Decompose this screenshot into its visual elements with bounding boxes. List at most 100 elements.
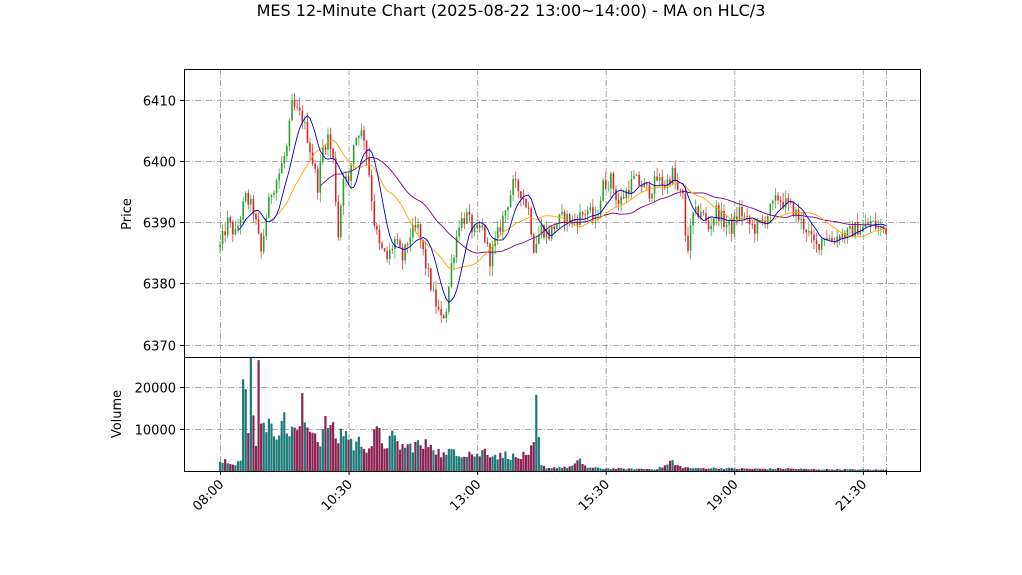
- volume-bar: [272, 436, 276, 471]
- candle-body: [226, 217, 229, 236]
- volume-bar: [478, 456, 481, 471]
- volume-bar: [352, 450, 355, 471]
- candle-body: [617, 199, 620, 205]
- candle-body: [383, 248, 386, 251]
- volume-bar: [689, 468, 692, 471]
- candle-body: [427, 268, 430, 270]
- candle-body: [553, 226, 556, 230]
- volume-bar: [766, 469, 769, 471]
- volume-bar: [882, 469, 885, 471]
- volume-bar: [270, 423, 273, 471]
- price-axis-label: Price: [120, 198, 135, 230]
- volume-bar: [622, 468, 625, 471]
- candle-body: [520, 191, 522, 199]
- volume-bar: [676, 465, 679, 471]
- candle-body: [468, 212, 471, 215]
- chart-title: MES 12-Minute Chart (2025-08-22 13:00~14…: [256, 1, 766, 20]
- candle-body: [712, 218, 715, 226]
- volume-bar: [815, 469, 818, 471]
- candle-body: [311, 152, 314, 164]
- candle-body: [676, 181, 679, 190]
- volume-bar: [504, 451, 507, 471]
- volume-bar: [748, 468, 751, 471]
- candle-body: [882, 226, 885, 229]
- candle-body: [532, 234, 535, 253]
- candle-body: [502, 215, 504, 232]
- volume-bar: [692, 468, 695, 471]
- volume-bar: [812, 469, 816, 471]
- volume-bar: [578, 458, 582, 471]
- volume-bar: [427, 447, 430, 471]
- candle-body: [244, 192, 247, 202]
- candle-body: [545, 229, 548, 238]
- candle-body: [669, 179, 671, 185]
- volume-bar: [337, 443, 340, 471]
- candle-body: [646, 183, 648, 185]
- volume-bar: [445, 454, 448, 471]
- candle-body: [363, 130, 365, 141]
- volume-bar: [224, 459, 227, 471]
- volume-bar: [406, 444, 409, 471]
- volume-bar: [568, 466, 571, 471]
- candle-body: [710, 225, 712, 230]
- candle-body: [275, 180, 278, 193]
- volume-bar: [545, 468, 548, 471]
- candle-body: [797, 209, 800, 221]
- volume-bar: [740, 468, 744, 471]
- candle-body: [738, 206, 741, 220]
- volume-bar: [501, 458, 504, 471]
- candle-body: [484, 225, 486, 243]
- volume-bar: [717, 469, 720, 471]
- candle-body: [736, 216, 738, 220]
- candle-body: [540, 225, 543, 235]
- candle-body: [802, 218, 805, 230]
- volume-bar: [360, 446, 363, 471]
- x-tick-label: 21:30: [833, 477, 870, 514]
- candle-body: [748, 216, 751, 224]
- candle-body: [689, 225, 692, 251]
- candle-body: [568, 213, 571, 224]
- volume-bar: [324, 416, 327, 471]
- volume-bar: [375, 426, 378, 471]
- volume-bar: [234, 465, 237, 471]
- volume-bar: [856, 469, 859, 471]
- volume-bar: [584, 465, 587, 471]
- volume-bar: [645, 468, 648, 471]
- ma-fast-line: [237, 115, 887, 303]
- volume-bar: [535, 394, 538, 471]
- volume-bar: [661, 467, 664, 471]
- candle-body: [471, 214, 473, 233]
- volume-bar: [789, 468, 792, 471]
- candle-body: [867, 223, 869, 225]
- volume-bar: [694, 467, 697, 471]
- candle-body: [368, 157, 370, 176]
- candle-body: [517, 180, 520, 192]
- volume-bar: [290, 426, 294, 471]
- candle-body: [836, 236, 838, 243]
- candle-body: [478, 225, 481, 228]
- volume-bar: [278, 435, 281, 471]
- volume-bar: [771, 468, 774, 471]
- volume-bar: [715, 468, 718, 471]
- candle-body: [422, 239, 424, 250]
- volume-bar: [699, 468, 702, 471]
- price-y-ticks: 6370 6380 6390 6400 6410: [143, 95, 184, 355]
- volume-bar: [841, 469, 844, 471]
- volume-bar: [843, 469, 846, 471]
- candle-body: [476, 225, 478, 229]
- x-tick-label: 15:30: [576, 477, 613, 514]
- candle-body: [674, 168, 676, 182]
- candle-body: [345, 176, 347, 179]
- candle-body: [831, 238, 833, 243]
- volume-bar: [625, 469, 628, 471]
- candle-body: [337, 201, 340, 238]
- price-panel-frame: [184, 69, 921, 358]
- volume-bar: [380, 443, 384, 471]
- volume-bar: [725, 468, 728, 471]
- volume-bar: [733, 468, 736, 471]
- volume-bar: [818, 469, 821, 471]
- volume-bar: [514, 457, 517, 471]
- volume-bar: [465, 456, 468, 471]
- volume-bar: [319, 446, 322, 471]
- volume-bar: [434, 454, 438, 471]
